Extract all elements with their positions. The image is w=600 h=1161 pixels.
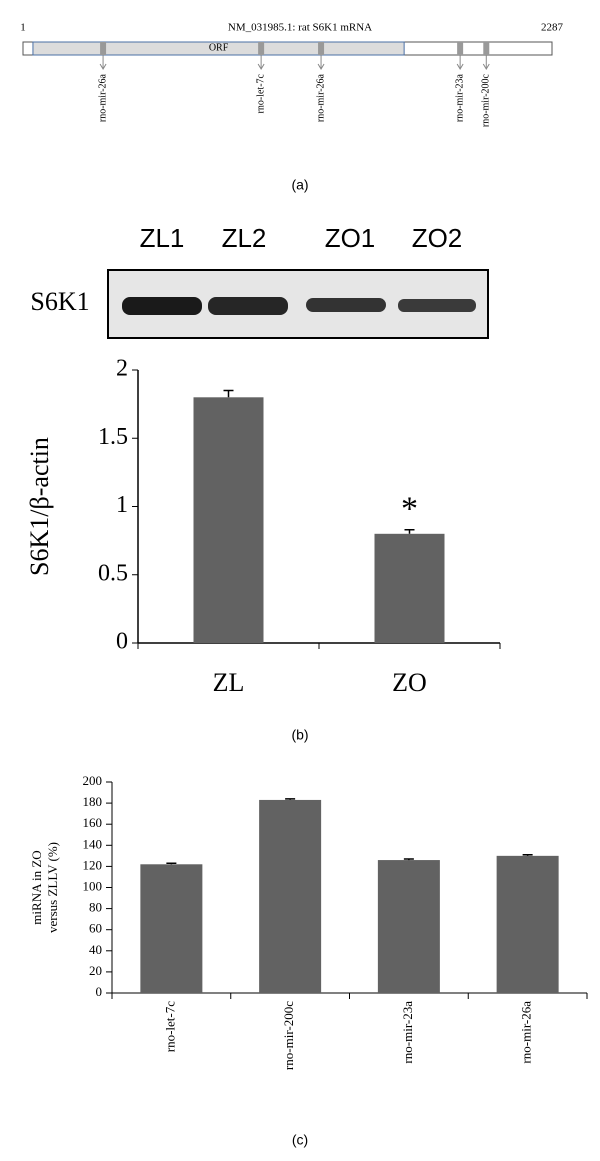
x-tick-label: ZL bbox=[213, 668, 245, 697]
x-tick-label: rno-mir-23a bbox=[400, 1001, 415, 1064]
bar bbox=[259, 799, 322, 993]
lane-label: ZO2 bbox=[412, 223, 463, 253]
orf bbox=[32, 41, 405, 56]
y-tick-label: 40 bbox=[89, 942, 102, 957]
y-tick-label: 60 bbox=[89, 921, 102, 936]
x-tick-label: rno-let-7c bbox=[162, 1001, 177, 1052]
site bbox=[318, 42, 325, 55]
y-tick-label: 2 bbox=[116, 356, 128, 382]
site-label: rno-let-7c bbox=[255, 73, 266, 113]
site bbox=[483, 42, 490, 55]
lane-label: ZL1 bbox=[140, 223, 185, 253]
error-bar bbox=[522, 854, 533, 856]
bar bbox=[374, 533, 445, 643]
y-tick-label: 140 bbox=[83, 836, 103, 851]
blot bbox=[107, 269, 489, 339]
y-tick-label: 160 bbox=[83, 815, 103, 830]
site-label: rno-mir-23a bbox=[454, 73, 465, 122]
caption: (b) bbox=[291, 727, 308, 743]
annotation: * bbox=[401, 491, 418, 528]
y-tick-label: 100 bbox=[83, 878, 103, 893]
y-tick-label: 200 bbox=[83, 773, 103, 788]
site bbox=[258, 42, 265, 55]
caption: (c) bbox=[292, 1132, 308, 1148]
error-bar bbox=[223, 389, 234, 398]
bar bbox=[140, 864, 203, 993]
arrow-head bbox=[317, 63, 325, 70]
x-tick-label: rno-mir-26a bbox=[519, 1001, 534, 1064]
site bbox=[457, 42, 464, 55]
lane-label: ZL2 bbox=[222, 223, 267, 253]
bar bbox=[377, 860, 440, 993]
arrow-head bbox=[257, 63, 265, 70]
y-tick-label: 120 bbox=[83, 857, 103, 872]
y-tick-label: 1 bbox=[116, 492, 128, 518]
error-bar bbox=[403, 858, 414, 861]
x-tick-label: ZO bbox=[392, 668, 427, 697]
y-tick-label: 20 bbox=[89, 963, 102, 978]
y-axis-label: versus ZLLV (%) bbox=[45, 842, 60, 933]
site-label: rno-mir-26a bbox=[315, 73, 326, 122]
error-bar bbox=[166, 862, 177, 865]
site bbox=[100, 42, 107, 55]
caption: (a) bbox=[291, 177, 308, 193]
y-tick-label: 0 bbox=[96, 984, 103, 999]
y-tick-label: 80 bbox=[89, 900, 102, 915]
y-axis-label: S6K1/β-actin bbox=[25, 437, 54, 576]
arrow-head bbox=[99, 63, 107, 70]
orf-label: ORF bbox=[209, 42, 229, 53]
diagram-title: NM_031985.1: rat S6K1 mRNA bbox=[228, 22, 372, 34]
y-tick-label: 180 bbox=[83, 794, 103, 809]
mrna-start: 1 bbox=[20, 22, 26, 34]
arrow-head bbox=[482, 63, 490, 70]
x-tick-label: rno-mir-200c bbox=[281, 1001, 296, 1070]
lane-label: ZO1 bbox=[325, 223, 376, 253]
y-tick-label: 1.5 bbox=[98, 424, 128, 450]
mrna-end: 2287 bbox=[541, 22, 564, 34]
y-tick-label: 0 bbox=[116, 629, 128, 655]
y-tick-label: 0.5 bbox=[98, 560, 128, 586]
error-bar bbox=[285, 798, 296, 800]
y-axis-label: miRNA in ZO bbox=[29, 850, 44, 924]
error-bar bbox=[404, 528, 415, 534]
arrow-head bbox=[456, 63, 464, 70]
bar bbox=[193, 397, 264, 643]
bar bbox=[496, 855, 559, 993]
site-label: rno-mir-26a bbox=[97, 73, 108, 122]
blot-label: S6K1 bbox=[30, 287, 89, 316]
site-label: rno-mir-200c bbox=[481, 73, 492, 127]
